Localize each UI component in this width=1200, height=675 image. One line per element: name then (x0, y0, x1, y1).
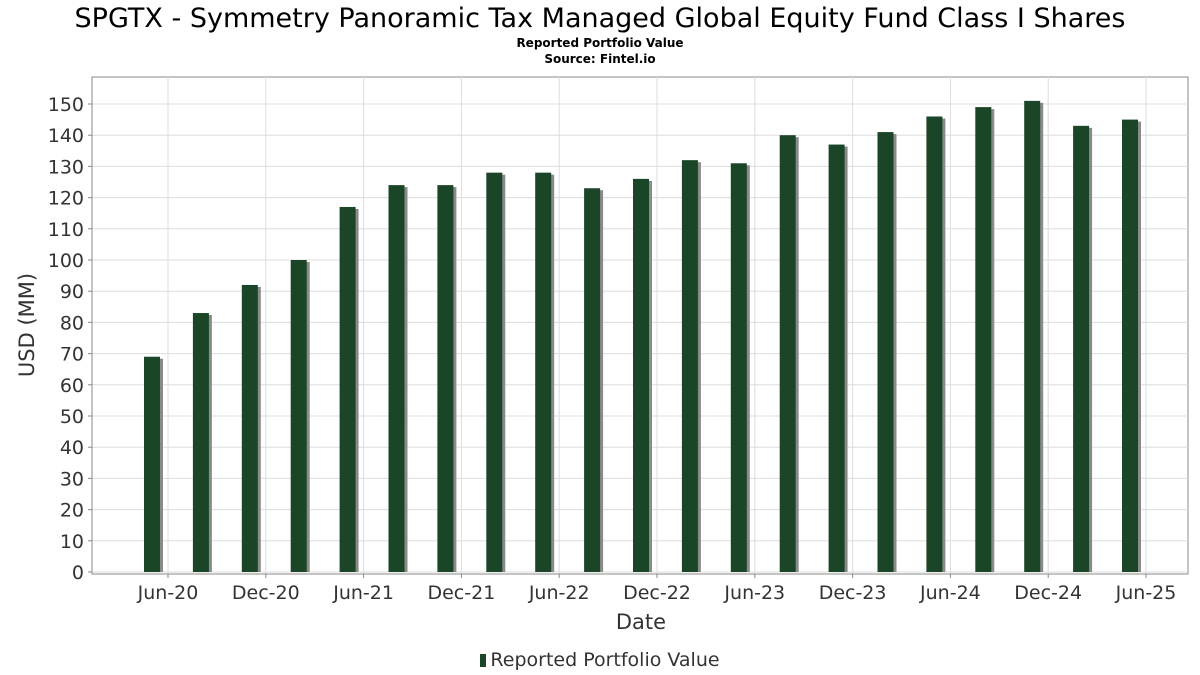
chart-source: Source: Fintel.io (544, 52, 656, 66)
bar (730, 163, 747, 572)
bar (1122, 119, 1138, 572)
bar (828, 144, 845, 572)
x-axis-label: Date (616, 610, 666, 634)
y-tick-label: 140 (48, 125, 84, 147)
bar (584, 188, 601, 573)
bar (681, 160, 698, 572)
y-tick-label: 50 (60, 406, 84, 428)
y-tick-label: 150 (48, 94, 84, 116)
bar (290, 260, 307, 572)
y-tick-label: 120 (48, 188, 84, 210)
legend: Reported Portfolio Value (0, 648, 1200, 672)
y-tick-label: 100 (48, 250, 84, 272)
y-tick-label: 130 (48, 156, 84, 178)
legend-label: Reported Portfolio Value (490, 649, 720, 671)
bar (633, 178, 649, 572)
y-tick-label: 70 (60, 344, 84, 366)
y-axis: 0 10 20 30 40 50 60 70 80 90 100 110 120 130 140 150 (48, 77, 93, 584)
y-axis-label: USD (MM) (15, 273, 39, 377)
x-axis: Jun-20 Dec-20 Jun-21 Dec-21 Jun-22 Dec-22 Jun-… (92, 573, 1188, 604)
bar (192, 313, 209, 572)
x-tick-label: Dec-24 (1014, 582, 1082, 604)
bar (144, 356, 160, 572)
x-tick-label: Jun-22 (528, 582, 590, 604)
bar (975, 107, 992, 573)
y-tick-label: 0 (72, 562, 84, 584)
bar (388, 185, 405, 572)
bar (437, 185, 454, 572)
y-tick-label: 40 (60, 437, 84, 459)
x-tick-label: Dec-21 (427, 582, 495, 604)
chart-subtitle: Reported Portfolio Value (516, 36, 684, 50)
x-tick-label: Jun-23 (723, 582, 785, 604)
x-tick-label: Dec-23 (819, 582, 887, 604)
y-tick-label: 10 (60, 531, 84, 553)
bar (926, 116, 943, 572)
bar (339, 206, 356, 572)
bar (779, 135, 796, 572)
x-tick-label: Jun-21 (332, 582, 394, 604)
legend-swatch (480, 654, 487, 667)
y-tick-label: 80 (60, 312, 84, 334)
bar (1073, 125, 1090, 572)
y-tick-label: 20 (60, 500, 84, 522)
bar (1024, 100, 1041, 572)
bar (877, 132, 894, 572)
y-tick-label: 110 (48, 219, 84, 241)
x-tick-label: Dec-22 (623, 582, 691, 604)
chart-title: SPGTX - Symmetry Panoramic Tax Managed G… (74, 3, 1126, 34)
bars (144, 100, 1141, 573)
bar (535, 172, 552, 572)
x-tick-label: Jun-25 (1115, 582, 1177, 604)
bar (241, 284, 258, 572)
y-tick-label: 90 (60, 281, 84, 303)
y-tick-label: 60 (60, 375, 84, 397)
y-tick-label: 30 (60, 468, 84, 490)
x-tick-label: Jun-24 (919, 582, 981, 604)
x-tick-label: Dec-20 (232, 582, 300, 604)
bar (486, 172, 503, 572)
x-tick-label: Jun-20 (137, 582, 199, 604)
